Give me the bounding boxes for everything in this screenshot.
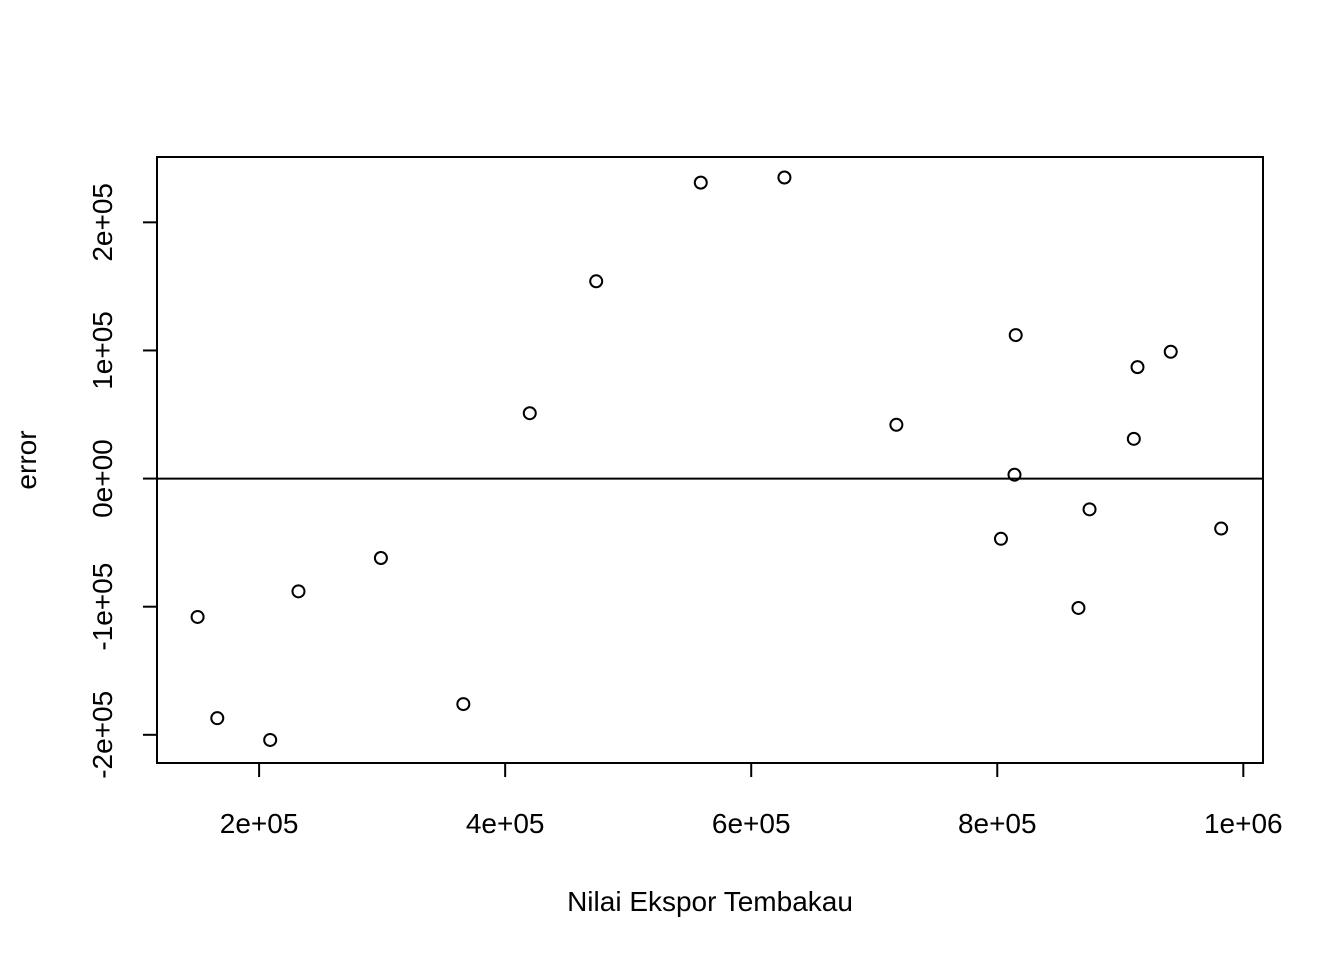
data-points	[190, 170, 1229, 747]
data-point	[1130, 360, 1145, 375]
y-tick-label: -2e+05	[87, 691, 118, 779]
y-tick-label: 2e+05	[87, 183, 118, 262]
data-point	[777, 170, 792, 185]
data-point	[291, 584, 306, 599]
y-tick-label: -1e+05	[87, 563, 118, 651]
data-point	[993, 531, 1008, 546]
plot-frame	[156, 156, 1264, 764]
x-axis-title: Nilai Ekspor Tembakau	[567, 886, 853, 917]
data-point	[1008, 328, 1023, 343]
data-point	[373, 551, 388, 566]
x-axis: 2e+05 4e+05 6e+05 8e+05 1e+06	[220, 762, 1283, 839]
data-point	[1007, 467, 1022, 482]
y-axis-title: error	[11, 430, 42, 489]
x-tick-label: 4e+05	[466, 808, 545, 839]
y-axis: -2e+05 -1e+05 0e+00 1e+05 2e+05	[87, 183, 158, 779]
data-point	[589, 274, 604, 289]
data-point	[693, 175, 708, 190]
data-point	[456, 697, 471, 712]
y-tick-label: 0e+00	[87, 439, 118, 518]
x-tick-label: 2e+05	[220, 808, 299, 839]
data-point	[889, 417, 904, 432]
data-point	[522, 406, 537, 421]
x-tick-label: 6e+05	[712, 808, 791, 839]
data-point	[210, 711, 225, 726]
y-tick-label: 1e+05	[87, 311, 118, 390]
data-point	[190, 609, 205, 624]
x-tick-label: 1e+06	[1204, 808, 1283, 839]
data-point	[1163, 344, 1178, 359]
data-point	[1126, 431, 1141, 446]
data-point	[1071, 600, 1086, 615]
data-point	[1082, 502, 1097, 517]
data-point	[1214, 521, 1229, 536]
data-point	[263, 732, 278, 747]
x-tick-label: 8e+05	[958, 808, 1037, 839]
